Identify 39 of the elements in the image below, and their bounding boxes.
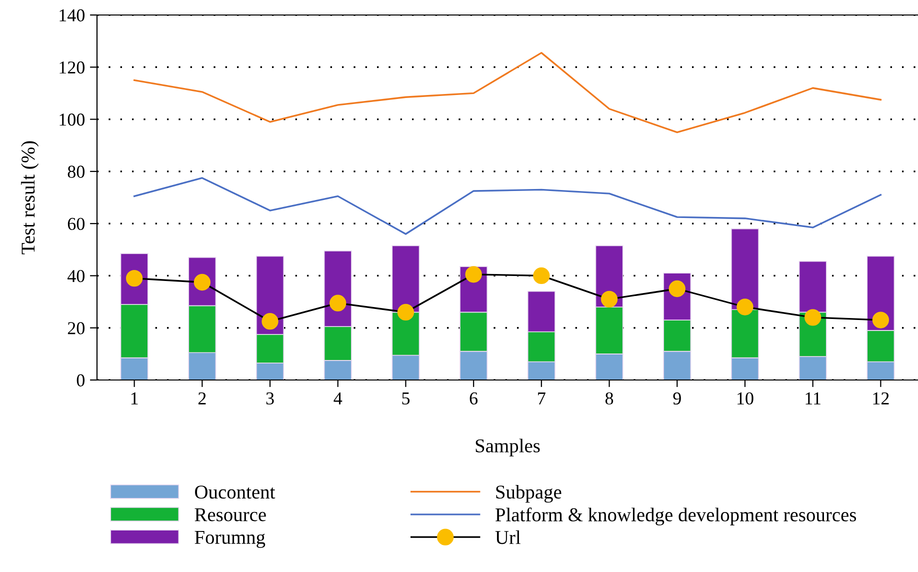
y-tick-label: 40 xyxy=(67,270,85,282)
legend-label: Oucontent xyxy=(195,486,276,499)
point xyxy=(397,304,414,321)
x-tick-label: 10 xyxy=(738,392,754,405)
point xyxy=(533,267,550,284)
x-tick-label: 9 xyxy=(673,392,681,405)
x-tick-label: 7 xyxy=(538,392,546,404)
point xyxy=(465,266,482,283)
legend-label: Forumng xyxy=(194,530,266,548)
x-tick-label: 5 xyxy=(402,392,410,405)
y-tick-label: 60 xyxy=(68,218,85,230)
x-tick-label: 1 xyxy=(131,392,138,404)
y-tick-label: 100 xyxy=(60,114,85,126)
x-tick-label: 11 xyxy=(806,392,820,404)
line-series xyxy=(133,52,882,134)
legend-label: Resource xyxy=(194,508,266,522)
y-tick-label: 0 xyxy=(76,374,85,386)
point xyxy=(736,298,754,316)
point xyxy=(872,312,890,328)
legend-label: Url xyxy=(495,530,520,544)
x-tick-label: 3 xyxy=(266,392,274,405)
point xyxy=(330,294,346,312)
y-tick-label: 20 xyxy=(68,322,85,334)
point xyxy=(262,313,278,330)
line-series xyxy=(133,177,882,235)
y-tick-label: 120 xyxy=(60,61,85,74)
x-tick-label: 12 xyxy=(873,392,889,404)
y-tick-label: 80 xyxy=(68,166,85,178)
point xyxy=(804,309,822,326)
y-tick-label: 140 xyxy=(60,9,85,22)
x-axis-title: Samples xyxy=(476,438,540,456)
legend-label: Subpage xyxy=(496,484,562,503)
y-axis-title: Test result (%) xyxy=(21,141,39,254)
x-tick-label: 6 xyxy=(470,392,478,405)
x-tick-label: 8 xyxy=(605,392,614,405)
point xyxy=(600,290,618,308)
legend-label: Platform & knowledge development resources xyxy=(496,508,856,526)
x-tick-label: 2 xyxy=(198,392,206,404)
x-tick-label: 4 xyxy=(334,392,342,404)
